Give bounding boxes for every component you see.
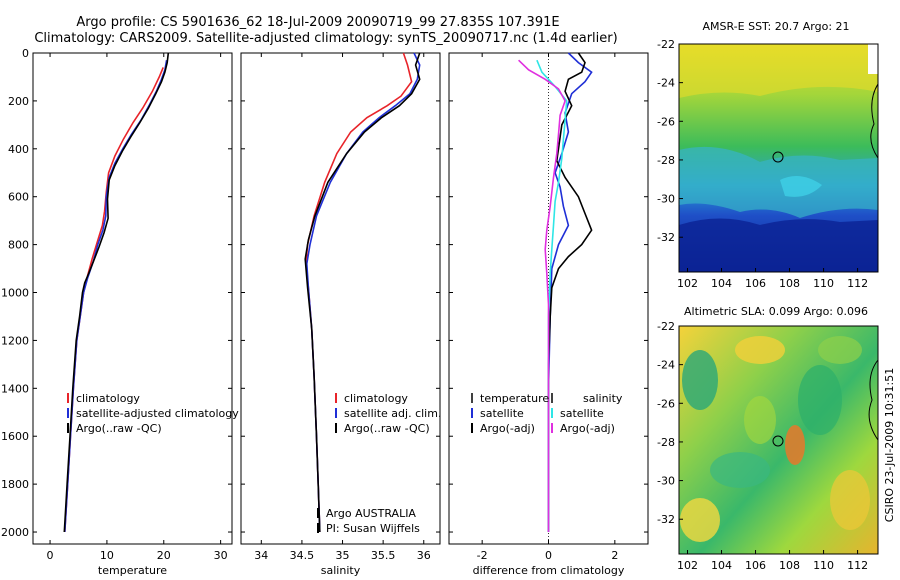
map-y-tick-label: -30 (657, 193, 675, 206)
legend-label: satellite adj. clim. (344, 407, 441, 420)
map-y-tick-label: -30 (657, 475, 675, 488)
x-tick-label: 34.5 (290, 549, 315, 562)
map-x-tick-label: 110 (813, 277, 834, 290)
legend-group-title: salinity (583, 392, 623, 405)
plot-frame (32, 52, 233, 545)
legend-label: Argo(..raw -QC) (76, 422, 162, 435)
y-tick-label: 1400 (1, 382, 29, 395)
x-tick-label: 0 (47, 549, 54, 562)
legend-label: Argo(..raw -QC) (344, 422, 430, 435)
profile-panel-3: -2 0 2 difference from climatology temperatu… (448, 52, 649, 577)
map-x-tick-label: 112 (847, 559, 868, 572)
legend-label: climatology (344, 392, 408, 405)
map-y-tick-label: -26 (657, 115, 675, 128)
map-x-tick-label: 106 (745, 277, 766, 290)
plot-frame (240, 52, 441, 545)
y-tick-label: 1000 (1, 287, 29, 300)
csiro-timestamp-label: CSIRO 23-Jul-2009 10:31:51 (883, 368, 896, 522)
x-tick-label: -2 (477, 549, 488, 562)
legend-label: satellite (560, 407, 604, 420)
series-line-argo-raw-qc- (304, 52, 421, 533)
map-x-tick-label: 104 (711, 559, 732, 572)
map-x-tick-label: 112 (847, 277, 868, 290)
map-y-tick-label: -24 (657, 77, 675, 90)
x-tick-label: 10 (100, 549, 114, 562)
x-tick-label: 2 (611, 549, 618, 562)
map-x-tick-label: 102 (677, 559, 698, 572)
profile-panel-2: 34 34.5 35 35.5 36 salinity climatology satelli… (240, 52, 441, 577)
figure-title-line2: Climatology: CARS2009. Satellite-adjuste… (34, 31, 617, 46)
figure-title-line1: Argo profile: CS 5901636_62 18-Jul-2009 … (76, 15, 559, 30)
sla-heatmap (679, 326, 878, 554)
sst-argo-location-marker (772, 151, 784, 163)
series-line-argo-raw-qc- (63, 52, 170, 533)
legend-group-title: temperature (480, 392, 549, 405)
map-x-tick-label: 110 (813, 559, 834, 572)
x-tick-label: 35.5 (371, 549, 396, 562)
x-tick-label: 36 (417, 549, 431, 562)
map-y-tick-label: -24 (657, 359, 675, 372)
y-tick-label: 800 (8, 239, 29, 252)
map-y-tick-label: -22 (657, 38, 675, 51)
y-tick-label: 1200 (1, 334, 29, 347)
annotation-text: PI: Susan Wijffels (326, 522, 420, 535)
y-tick-label: 400 (8, 143, 29, 156)
x-tick-label: 30 (214, 549, 228, 562)
map-y-tick-label: -28 (657, 154, 675, 167)
sst-heatmap (679, 44, 878, 272)
y-tick-label: 1800 (1, 478, 29, 491)
series-line-salinity-argo-adj- (518, 59, 566, 532)
y-tick-label: 600 (8, 191, 29, 204)
x-axis-label: temperature (98, 564, 167, 577)
x-tick-label: 20 (157, 549, 171, 562)
legend-label: Argo(-adj) (560, 422, 615, 435)
map-x-tick-label: 102 (677, 277, 698, 290)
y-tick-label: 0 (22, 47, 29, 60)
y-tick-label: 1600 (1, 430, 29, 443)
sst-map-title: AMSR-E SST: 20.7 Argo: 21 (702, 20, 849, 33)
legend-label: satellite (480, 407, 524, 420)
map-x-tick-label: 104 (711, 277, 732, 290)
x-tick-label: 0 (545, 549, 552, 562)
map-y-tick-label: -26 (657, 397, 675, 410)
map-y-tick-label: -22 (657, 320, 675, 333)
map-x-tick-label: 108 (779, 277, 800, 290)
map-x-tick-label: 108 (779, 559, 800, 572)
sla-argo-location-marker (772, 435, 784, 447)
legend-label: climatology (76, 392, 140, 405)
map-x-tick-label: 106 (745, 559, 766, 572)
map-y-tick-label: -32 (657, 231, 675, 244)
annotation-text: Argo AUSTRALIA (326, 507, 416, 520)
sla-map-title: Altimetric SLA: 0.099 Argo: 0.096 (684, 305, 868, 318)
map-y-tick-label: -32 (657, 513, 675, 526)
y-tick-label: 2000 (1, 526, 29, 539)
legend-label: satellite-adjusted climatology (76, 407, 239, 420)
x-tick-label: 34 (254, 549, 268, 562)
map-y-tick-label: -28 (657, 436, 675, 449)
profile-panel-1: 0 10 20 30 temperature 0 200 400 600 800 1000 1200 1… (1, 47, 239, 577)
y-tick-label: 200 (8, 95, 29, 108)
profile-panels: 0 10 20 30temperature0200400600800100012001… (1, 47, 649, 577)
series-line-temperature-argo-adj- (547, 52, 593, 532)
x-axis-label: difference from climatology (473, 564, 625, 577)
x-axis-label: salinity (321, 564, 361, 577)
sla-map-panel: Altimetric SLA: 0.099 Argo: 0.096 102 104… (657, 305, 879, 572)
legend-label: Argo(-adj) (480, 422, 535, 435)
x-tick-label: 35 (336, 549, 350, 562)
sst-map-panel: AMSR-E SST: 20.7 Argo: 21 102 104 106 108 11… (657, 20, 879, 290)
